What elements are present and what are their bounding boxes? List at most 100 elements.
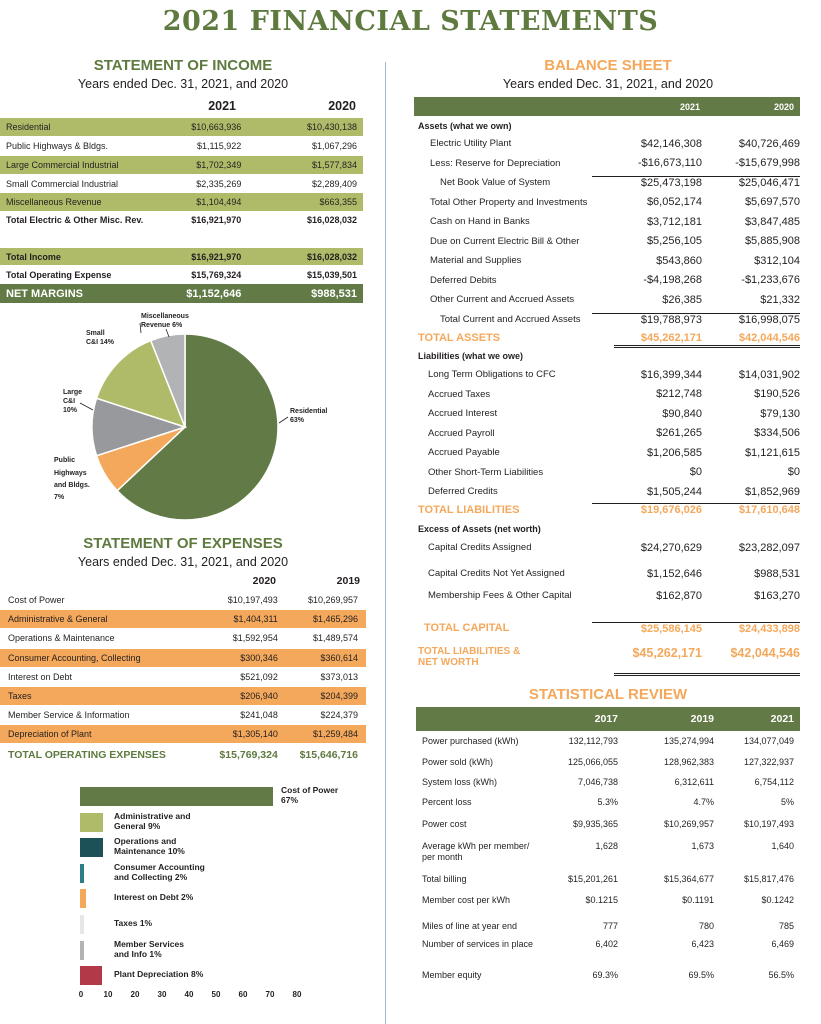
- bar-legend-line1: Plant Depreciation 8%: [114, 969, 204, 979]
- page-title: 2021 FINANCIAL STATEMENTS: [162, 6, 659, 37]
- row-label: Public Highways & Bldgs.: [6, 141, 109, 151]
- stats-row: Member equity 69.3% 69.5% 56.5%: [416, 970, 800, 981]
- excess-heading: Excess of Assets (net worth): [418, 524, 541, 534]
- row-v2: $373,013: [320, 671, 358, 682]
- balance-col2: 2020: [773, 101, 794, 112]
- balance-row: Accrued Payable $1,206,585 $1,121,615: [414, 443, 800, 462]
- row-v2: 6,423: [691, 939, 714, 949]
- balance-row: Due on Current Electric Bill & Other $5,2…: [414, 232, 800, 251]
- row-v1: $25,473,198: [592, 176, 702, 189]
- row-v2: $204,399: [320, 691, 358, 701]
- bar-legend-line2: and Info 1%: [114, 949, 162, 959]
- row-label: Deferred Debits: [430, 274, 497, 286]
- expense-bar: [80, 864, 84, 883]
- row-label: Miles of line at year end: [422, 921, 518, 931]
- row-v2: $5,697,570: [744, 196, 800, 208]
- row-v1: $1,505,244: [646, 485, 702, 498]
- row-v2: $79,130: [760, 407, 800, 420]
- bar-legend-label: Consumer Accounting and Collecting 2%: [114, 862, 205, 882]
- row-v2: $10,269,957: [663, 819, 714, 829]
- expense-bar: [80, 838, 103, 857]
- stats-col2: 2019: [690, 713, 714, 725]
- row-label-line2: NET WORTH: [418, 657, 479, 668]
- row-label: TOTAL CAPITAL: [424, 622, 510, 634]
- pie-slice-4: [149, 333, 186, 428]
- stats-col1: 2017: [594, 713, 618, 725]
- row-v1: $19,788,973: [592, 312, 702, 326]
- row-label: Other Current and Accrued Assets: [430, 294, 575, 305]
- row-v1: $206,940: [240, 691, 278, 701]
- row-v2: $40,726,469: [738, 137, 800, 150]
- row-label: Accrued Interest: [428, 408, 498, 419]
- row-v2: $15,364,677: [663, 874, 714, 884]
- stats-row: System loss (kWh) 7,046,738 6,312,611 6,754…: [416, 777, 800, 788]
- balance-title: BALANCE SHEET: [544, 57, 672, 74]
- row-label: Accrued Payroll: [428, 427, 495, 439]
- row-v1: $15,769,324: [219, 749, 278, 761]
- row-v1: $16,921,970: [191, 215, 242, 225]
- row-label: Member equity: [422, 970, 482, 980]
- income-title: STATEMENT OF INCOME: [93, 57, 273, 74]
- row-v1: 125,066,055: [567, 757, 618, 767]
- expenses-title: STATEMENT OF EXPENSES: [83, 535, 283, 552]
- row-v1: $0.1215: [585, 895, 618, 905]
- row-v1: $543,860: [656, 254, 702, 267]
- row-label: Residential: [6, 122, 51, 132]
- revenue-pie-chart: Residential 63% Public Highways and Bldg…: [54, 313, 327, 521]
- income-row: Miscellaneous Revenue $1,104,494 $663,355: [0, 193, 363, 211]
- row-v1: $6,052,174: [646, 196, 702, 208]
- row-v1: $15,769,324: [191, 269, 242, 280]
- row-v1: $24,270,629: [640, 541, 702, 554]
- row-v2: $1,577,834: [311, 160, 357, 170]
- row-v2: 69.5%: [688, 970, 714, 980]
- row-v2: $1,489,574: [312, 633, 358, 644]
- row-v2: $5,885,908: [744, 235, 800, 247]
- row-v1: $9,935,365: [572, 819, 618, 829]
- row-v3: $10,197,493: [743, 819, 794, 829]
- row-v2: $334,506: [754, 427, 800, 439]
- bar-legend-line1: Operations and: [114, 836, 177, 846]
- balance-row: Capital Credits Not Yet Assigned $1,152,6…: [414, 564, 800, 583]
- balance-row: Other Short-Term Liabilities $0 $0: [414, 463, 800, 482]
- row-label: Small Commercial Industrial: [6, 179, 119, 189]
- row-label: Administrative & General: [8, 614, 108, 625]
- expenses-col2: 2019: [336, 575, 360, 587]
- row-label: Net Book Value of System: [440, 177, 551, 188]
- bar-legend-line2: General 9%: [114, 821, 161, 831]
- total-liabilities-row: TOTAL LIABILITIES $19,676,026 $17,610,648: [414, 500, 800, 519]
- row-v2: $16,028,032: [306, 251, 357, 262]
- row-v2: $15,646,716: [299, 749, 358, 761]
- stats-row: Power cost $9,935,365 $10,269,957 $10,197,4…: [416, 819, 800, 830]
- row-v1: $42,146,308: [640, 137, 702, 150]
- expense-row: Taxes $206,940 $204,399: [0, 687, 366, 705]
- bar-legend-label: Member Services and Info 1%: [114, 939, 184, 959]
- expenses-header: 2020 2019: [0, 573, 362, 589]
- balance-row: Accrued Interest $90,840 $79,130: [414, 404, 800, 423]
- row-v3: 6,754,112: [754, 777, 794, 787]
- row-v2: 135,274,994: [663, 736, 714, 746]
- row-v2: 1,673: [691, 841, 714, 851]
- pie-label-large-2: C&I: [63, 398, 75, 405]
- row-v2: $1,852,969: [744, 485, 800, 498]
- income-row: Total Electric & Other Misc. Rev. $16,921…: [0, 211, 363, 229]
- leader-line-small: [139, 322, 142, 334]
- row-label: Consumer Accounting, Collecting: [8, 652, 141, 663]
- total-expenses-row: TOTAL OPERATING EXPENSES $15,769,324 $15…: [0, 746, 366, 764]
- balance-row: Deferred Debits -$4,198,268 -$1,233,676: [414, 271, 800, 290]
- x-tick-label: 60: [238, 990, 248, 999]
- row-label: Accrued Payable: [428, 447, 500, 458]
- row-v2: -$1,233,676: [741, 274, 800, 286]
- balance-row: Total Other Property and Investments $6,0…: [414, 193, 800, 212]
- stats-col3: 2021: [770, 713, 794, 725]
- row-v1: $261,265: [656, 427, 702, 439]
- row-v1: 132,112,793: [568, 736, 618, 746]
- bar-legend-label: Administrative and General 9%: [114, 811, 191, 831]
- row-label: Other Short-Term Liabilities: [428, 466, 544, 478]
- stats-row: Number of services in place 6,402 6,423 6,4…: [416, 939, 800, 950]
- row-v2: $10,430,138: [306, 122, 357, 132]
- row-v2: $21,332: [760, 293, 800, 306]
- row-v3: 134,077,049: [743, 736, 794, 746]
- expense-row: Cost of Power $10,197,493 $10,269,957: [0, 591, 366, 609]
- row-label: TOTAL OPERATING EXPENSES: [8, 749, 166, 761]
- bar-legend-line1: Consumer Accounting: [114, 862, 205, 872]
